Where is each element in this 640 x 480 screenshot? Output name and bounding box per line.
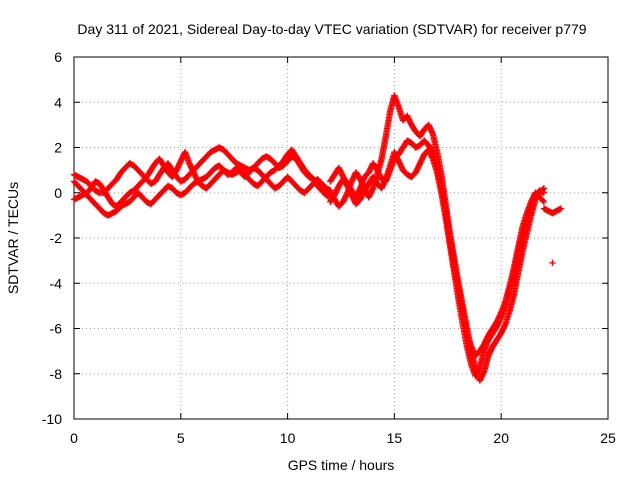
x-tick-label: 15 — [387, 430, 403, 446]
chart-title: Day 311 of 2021, Sidereal Day-to-day VTE… — [77, 21, 586, 37]
x-tick-label: 25 — [600, 430, 616, 446]
y-tick-label: -4 — [50, 275, 63, 291]
y-tick-label: -6 — [50, 321, 63, 337]
y-tick-label: 6 — [54, 49, 62, 65]
x-tick-label: 5 — [177, 430, 185, 446]
marker-layer — [70, 92, 565, 384]
y-tick-label: -2 — [50, 230, 63, 246]
tick-layer: 0 5 10 15 20 25 -10 -8 -6 -4 -2 0 2 4 6 — [42, 49, 616, 446]
x-tick-label: 10 — [280, 430, 296, 446]
y-tick-label: -8 — [50, 366, 63, 382]
y-tick-label: 2 — [54, 140, 62, 156]
y-tick-label: 0 — [54, 185, 62, 201]
y-tick-label: 4 — [54, 94, 62, 110]
x-tick-label: 0 — [70, 430, 78, 446]
x-tick-label: 20 — [493, 430, 509, 446]
y-tick-label: -10 — [42, 411, 62, 427]
